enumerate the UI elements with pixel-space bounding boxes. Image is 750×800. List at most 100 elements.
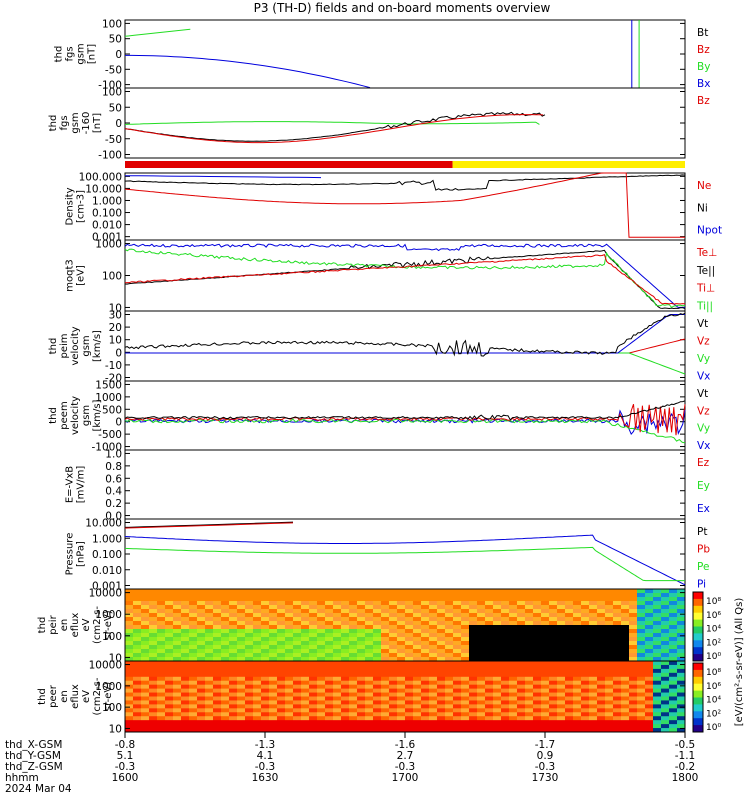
spectrogram-cell [653, 649, 662, 654]
spectrogram-cell [349, 716, 358, 721]
spectrogram-cell [301, 664, 310, 670]
spectrogram-cell [461, 609, 470, 614]
spectrogram-cell [317, 692, 326, 697]
spectrogram-cell [669, 613, 678, 618]
spectrogram-cell [677, 625, 686, 630]
spectrogram-cell [269, 704, 278, 709]
spectrogram-cell [637, 696, 646, 701]
spectrogram-cell [357, 688, 366, 694]
spectrogram-cell [181, 724, 190, 729]
spectrogram-cell [309, 605, 318, 610]
spectrogram-cell [357, 617, 366, 622]
spectrogram-cell [173, 593, 182, 598]
spectrogram-cell [197, 621, 206, 626]
spectrogram-cell [437, 728, 446, 733]
spectrogram-cell [637, 708, 646, 713]
spectrogram-cell [477, 700, 486, 705]
spectrogram-cell [405, 597, 414, 602]
spectrogram-cell [557, 704, 566, 709]
spectrogram-cell [341, 696, 350, 701]
colorbar-tick: 10² [706, 638, 721, 648]
spectrogram-cell [653, 625, 662, 630]
spectrogram-cell [181, 692, 190, 697]
spectrogram-cell [349, 645, 358, 650]
spectrogram-cell [533, 676, 542, 682]
spectrogram-cell [669, 700, 678, 705]
y-tick-label: 100.000 [79, 171, 122, 183]
series-line-blue [125, 314, 685, 354]
spectrogram-cell [397, 661, 406, 666]
spectrogram-cell [661, 617, 670, 622]
spectrogram-cell [237, 684, 246, 690]
spectrogram-cell [221, 625, 230, 630]
spectrogram-cell [557, 601, 566, 606]
spectrogram-cell [453, 589, 462, 594]
spectrogram-cell [173, 637, 182, 642]
spectrogram-cell [149, 597, 158, 602]
spectrogram-cell [421, 676, 430, 682]
spectrogram-cell [213, 653, 222, 658]
spectrogram-cell [341, 708, 350, 713]
spectrogram-cell [613, 593, 622, 598]
spectrogram-cell [605, 617, 614, 622]
spectrogram-cell [581, 637, 590, 642]
spectrogram-cell [429, 668, 438, 674]
spectrogram-cell [573, 728, 582, 733]
spectrogram-cell [389, 708, 398, 713]
spectrogram-cell [221, 712, 230, 717]
spectrogram-cell [277, 609, 286, 614]
spectrogram-cell [509, 704, 518, 709]
spectrogram-cell [333, 692, 342, 697]
spectrogram-cell [653, 653, 662, 658]
y-tick-label: 1.000 [92, 195, 122, 207]
spectrogram-cell [669, 684, 678, 690]
spectrogram-cell [157, 724, 166, 729]
spectrogram-cell [365, 601, 374, 606]
spectrogram-cell [381, 692, 390, 697]
legend-entry: Ti⊥ [696, 283, 715, 295]
spectrogram-cell [461, 649, 470, 654]
spectrogram-cell [557, 629, 566, 634]
colorbar-segment [693, 663, 703, 671]
spectrogram-cell [173, 625, 182, 630]
spectrogram-cell [517, 688, 526, 694]
spectrogram-cell [149, 613, 158, 618]
spectrogram-cell [365, 637, 374, 642]
spectrogram-cell [165, 696, 174, 701]
spectrogram-cell [421, 668, 430, 674]
spectrogram-cell [341, 641, 350, 646]
spectrogram-cell [453, 712, 462, 717]
spectrogram-cell [261, 645, 270, 650]
spectrogram-cell [157, 661, 166, 666]
spectrogram-cell [381, 641, 390, 646]
spectrogram-cell [405, 625, 414, 630]
spectrogram-cell [173, 601, 182, 606]
spectrogram-cell [229, 621, 238, 626]
spectrogram-cell [397, 649, 406, 654]
spectrogram-cell [485, 672, 494, 678]
spectrogram-cell [365, 629, 374, 634]
y-tick-label: 10000 [89, 588, 122, 600]
spectrogram-cell [317, 641, 326, 646]
spectrogram-cell [197, 605, 206, 610]
y-tick-label: 0.100 [92, 208, 122, 220]
spectrogram-cell [205, 692, 214, 697]
spectrogram-cell [597, 629, 606, 634]
spectrogram-cell [485, 688, 494, 694]
spectrogram-cell [501, 684, 510, 690]
spectrogram-cell [445, 597, 454, 602]
spectrogram-cell [421, 696, 430, 701]
spectrogram-cell [189, 621, 198, 626]
spectrogram-cell [325, 637, 334, 642]
spectrogram-cell [301, 641, 310, 646]
x-tick-label-x: -1.3 [255, 739, 276, 751]
spectrogram-cell [149, 728, 158, 733]
spectrogram-cell [509, 641, 518, 646]
legend-entry: Bx [697, 78, 710, 90]
spectrogram-cell [549, 668, 558, 674]
spectrogram-cell [605, 605, 614, 610]
spectrogram-cell [125, 704, 134, 709]
spectrogram-cell [613, 653, 622, 658]
spectrogram-cell [461, 712, 470, 717]
spectrogram-cell [269, 657, 278, 662]
